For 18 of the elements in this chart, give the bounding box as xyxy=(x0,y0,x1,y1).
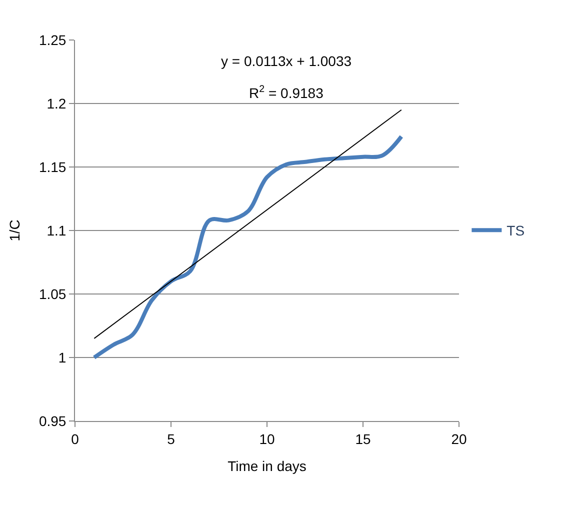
x-tick-label: 10 xyxy=(259,430,275,447)
annotation: y = 0.0113x + 1.0033 xyxy=(221,53,352,69)
y-tick-label: 1.05 xyxy=(38,286,66,302)
y-tick-label: 1 xyxy=(58,349,66,366)
y-axis-title: 1/C xyxy=(6,220,23,242)
x-tick-label: 20 xyxy=(451,430,467,447)
line-series xyxy=(92,134,404,360)
annotation: R$^{2}$ = 0.9183 xyxy=(249,84,324,101)
y-tick-label: 1.25 xyxy=(38,32,66,48)
x-tick-label: 15 xyxy=(355,430,371,447)
y-tick-label: 1.2 xyxy=(46,95,66,112)
x-tick-label: 5 xyxy=(167,430,176,447)
x-axis-title: Time in days xyxy=(228,458,306,474)
y-tick-label: 1.15 xyxy=(38,158,66,175)
x-tick-label: 0 xyxy=(71,430,80,447)
y-tick-label: 0.95 xyxy=(38,412,66,429)
y-tick-label: 1.1 xyxy=(46,222,66,238)
legend-label: TS xyxy=(506,222,525,239)
